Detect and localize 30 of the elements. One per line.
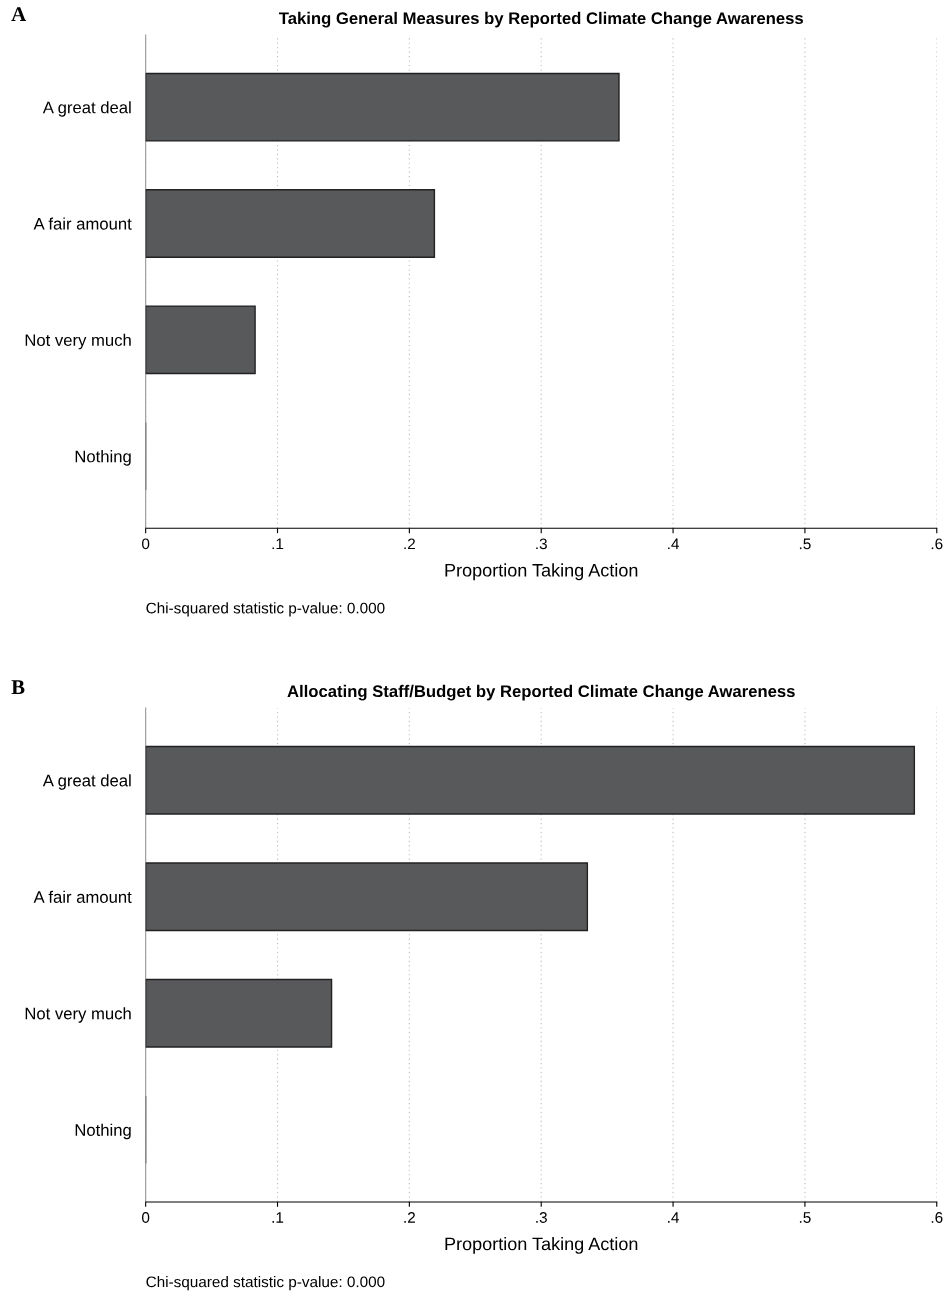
x-axis-title: Proportion Taking Action — [445, 563, 638, 581]
x-tick-label: .2 — [404, 538, 415, 550]
y-tick-label: A fair amount — [33, 890, 132, 903]
y-tick-label: A great deal — [42, 774, 131, 790]
y-tick-label: A fair amount — [33, 217, 132, 230]
text: A — [11, 7, 27, 21]
x-tick-label: .4 — [668, 538, 679, 550]
x-tick-label: .4 — [668, 1212, 679, 1223]
chart-title: Allocating Staff/Budget by Reported Climate Change Awareness — [287, 684, 795, 701]
x-tick-label: .3 — [536, 1212, 547, 1223]
x-axis-title: Proportion Taking Action — [445, 1237, 638, 1254]
y-tick-label: Not very much — [25, 333, 131, 350]
x-tick-label: .6 — [931, 1212, 943, 1223]
text: Chi-squared statistic p-value: 0.000 — [146, 1276, 385, 1291]
x-tick-label: 0 — [142, 1212, 150, 1223]
x-tick-label: .6 — [931, 538, 943, 550]
chart-title: Taking General Measures by Reported Climate Change Awareness — [278, 11, 803, 28]
y-tick-label: A great deal — [42, 101, 131, 117]
x-tick-label: .1 — [272, 1212, 284, 1223]
x-tick-label: .1 — [272, 538, 284, 550]
x-tick-label: .3 — [536, 538, 547, 550]
x-tick-label: .5 — [799, 538, 811, 550]
y-tick-label: Nothing — [75, 1123, 131, 1140]
x-tick-label: .5 — [799, 1212, 811, 1223]
text: Chi-squared statistic p-value: 0.000 — [146, 602, 385, 617]
x-tick-label: .2 — [404, 1212, 415, 1223]
text: B — [11, 680, 25, 694]
x-tick-label: 0 — [142, 538, 150, 550]
y-tick-label: Nothing — [75, 450, 131, 466]
y-tick-label: Not very much — [25, 1007, 131, 1023]
